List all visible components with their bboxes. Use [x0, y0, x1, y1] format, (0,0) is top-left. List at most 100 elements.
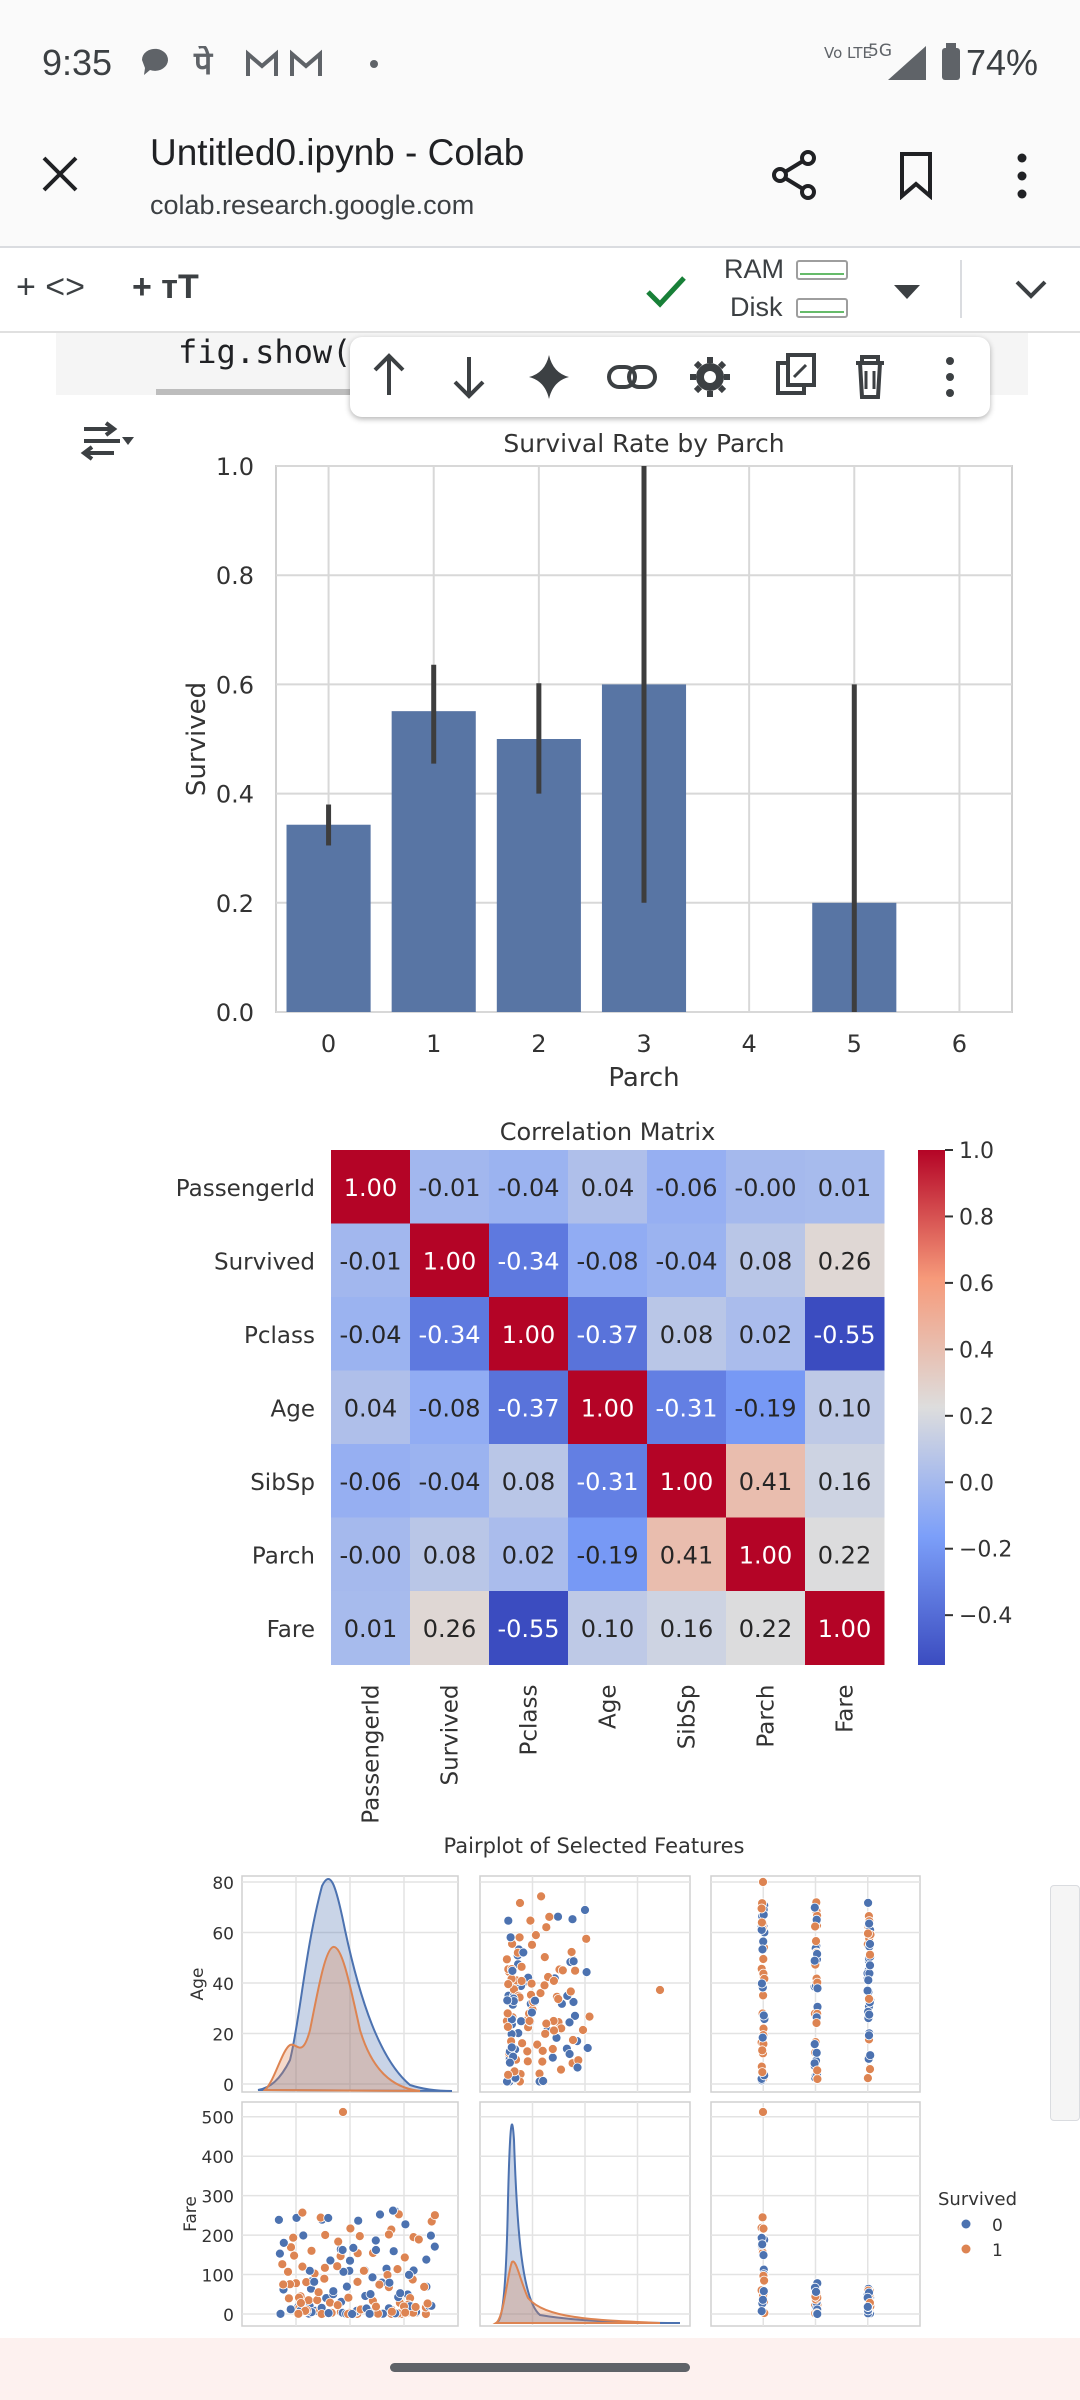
scatter-point [570, 1965, 580, 1976]
scatter-point [564, 2049, 575, 2059]
scatter-point [756, 1903, 767, 1914]
fare-tick-label: 200 [202, 2227, 234, 2247]
y-tick-label: 0.6 [216, 671, 254, 699]
scatter-point [283, 2266, 293, 2277]
heatmap-value-label: 0.41 [660, 1541, 713, 1569]
scatter-point [352, 2276, 363, 2287]
scatter-point [328, 2286, 339, 2297]
gear-icon[interactable] [690, 357, 730, 397]
code-line[interactable]: fig.show( [178, 333, 352, 371]
scatter-point [309, 2276, 320, 2287]
mirror-cell-icon[interactable] [776, 353, 816, 395]
scatter-point [503, 2069, 514, 2080]
scatter-point [297, 2261, 308, 2272]
kde-fare-class-0 [495, 2123, 681, 2324]
status-bar: 9:35 पे Vo LTE 5G 74% [0, 0, 1080, 120]
fare-tick-label: 400 [202, 2148, 234, 2168]
scatter-point [413, 2234, 424, 2245]
scatter-point [502, 2022, 513, 2032]
heatmap-value-label: 0.26 [818, 1247, 871, 1275]
heatmap-value-label: 0.10 [818, 1394, 871, 1422]
close-icon[interactable] [40, 154, 80, 194]
page-title: Untitled0.ipynb - Colab [150, 132, 525, 173]
more-vert-icon[interactable] [1010, 152, 1034, 200]
scatter-point [503, 1915, 514, 1926]
scatter-point [298, 2230, 309, 2241]
heatmap-value-label: -0.04 [339, 1321, 401, 1349]
scatter-point [757, 2032, 768, 2043]
heatmap-value-label: 1.00 [739, 1541, 792, 1569]
scatter-point [371, 2245, 381, 2255]
pairplot-row-label: Fare [181, 2196, 201, 2232]
scatter-point [547, 2044, 558, 2054]
scatter-point [865, 1939, 875, 1949]
scatter-point [517, 2038, 527, 2049]
scatter-point [864, 1994, 874, 2004]
link-icon[interactable] [607, 365, 657, 389]
heatmap-cell [568, 1297, 648, 1371]
page-scrollbar-thumb[interactable] [1050, 1885, 1080, 2121]
scatter-point [312, 2295, 323, 2306]
code-scrollbar[interactable] [156, 389, 416, 397]
pairplot-legend-title: Survived [938, 2189, 1017, 2210]
sparkle-icon[interactable] [529, 355, 569, 399]
scatter-point [757, 2212, 768, 2223]
scatter-point [306, 2245, 317, 2256]
arrow-down-icon[interactable] [453, 357, 485, 399]
heatmap-value-label: -0.31 [576, 1468, 638, 1496]
scatter-point [384, 2277, 395, 2288]
scatter-point [345, 2223, 356, 2234]
scatter-point [570, 2011, 580, 2021]
dot-icon [370, 60, 378, 68]
pairplot-legend-entry: 0 [992, 2216, 1003, 2236]
heatmap-col-label: Survived [438, 1685, 464, 1786]
connected-check-icon[interactable] [644, 272, 688, 312]
heatmap-row-label: Fare [267, 1617, 315, 1643]
scatter-point [863, 1928, 873, 1939]
scatter-point [757, 1917, 767, 1928]
scatter-point [367, 2272, 378, 2283]
scatter-point [864, 1918, 874, 1929]
scatter-point [400, 2219, 411, 2230]
heatmap-value-label: 0.22 [818, 1541, 871, 1569]
heatmap-cell [568, 1444, 648, 1518]
home-indicator[interactable] [390, 2363, 690, 2372]
scatter-point [338, 2266, 349, 2277]
heatmap-cell [568, 1591, 648, 1665]
resources-dropdown-icon[interactable] [892, 282, 922, 302]
scatter-point [371, 2301, 381, 2312]
bar-chart: 0.0 0.2 0.4 0.6 0.8 1.0 0 1 2 3 4 5 6 Survival Rate b… [182, 429, 1013, 1093]
share-icon[interactable] [770, 150, 820, 200]
scatter-point [395, 2288, 406, 2299]
heatmap-col-label: Parch [754, 1685, 780, 1748]
bookmark-icon[interactable] [896, 150, 936, 200]
heatmap-value-label: -0.00 [339, 1541, 401, 1569]
more-vert-icon[interactable] [946, 357, 954, 397]
scatter-point [581, 1933, 592, 1944]
pairplot-title: Pairplot of Selected Features [444, 1834, 745, 1858]
add-code-button[interactable]: + <> [16, 268, 86, 306]
scatter-point [541, 1922, 552, 1933]
output-actions-icon[interactable] [80, 419, 136, 463]
scatter-point [278, 2279, 289, 2290]
scatter-point [332, 2300, 343, 2311]
scatter-point [758, 2294, 768, 2305]
scatter-point [319, 2273, 330, 2284]
add-text-button[interactable]: + тT [132, 268, 199, 306]
scatter-point [812, 2074, 823, 2084]
chevron-down-icon[interactable] [1014, 278, 1048, 302]
battery-icon [942, 48, 960, 80]
scatter-point [337, 2245, 348, 2255]
scatter-point [537, 2056, 548, 2067]
heatmap-value-label: 0.02 [502, 1541, 555, 1569]
scatter-point [582, 2043, 593, 2053]
scatter-point [757, 1978, 767, 1989]
scatter-point [553, 1911, 563, 1922]
scatter-point [531, 1930, 541, 1940]
arrow-up-icon[interactable] [373, 353, 405, 395]
scatter-point [567, 1914, 578, 1925]
heatmap-value-label: -0.04 [497, 1174, 559, 1202]
trash-icon[interactable] [856, 355, 884, 399]
scatter-point [343, 2292, 354, 2303]
scatter-point [811, 1936, 821, 1946]
